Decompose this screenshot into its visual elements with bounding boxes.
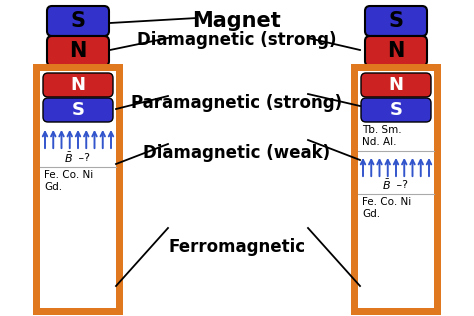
Text: N: N [71, 76, 85, 94]
Text: N: N [69, 41, 87, 61]
Text: S: S [71, 11, 85, 31]
FancyBboxPatch shape [361, 73, 431, 97]
Text: S: S [390, 101, 402, 119]
Text: Magnet: Magnet [192, 11, 282, 31]
Text: $\bar{B}$: $\bar{B}$ [382, 178, 391, 192]
Text: N: N [387, 41, 405, 61]
FancyBboxPatch shape [361, 98, 431, 122]
Text: N: N [389, 76, 403, 94]
Bar [351, 64, 441, 315]
Text: –?: –? [75, 153, 90, 163]
Bar [40, 71, 116, 308]
Text: Fe. Co. Ni
Gd.: Fe. Co. Ni Gd. [44, 170, 93, 191]
FancyBboxPatch shape [365, 36, 427, 66]
FancyBboxPatch shape [47, 36, 109, 66]
Text: $\bar{B}$: $\bar{B}$ [64, 151, 73, 165]
Text: Paramagnetic (strong): Paramagnetic (strong) [131, 94, 343, 112]
FancyBboxPatch shape [47, 6, 109, 36]
Text: –?: –? [393, 180, 408, 190]
Text: Diamagnetic (strong): Diamagnetic (strong) [137, 31, 337, 49]
FancyBboxPatch shape [43, 73, 113, 97]
Text: Diamagnetic (weak): Diamagnetic (weak) [144, 144, 330, 162]
Text: Tb. Sm.
Nd. Al.: Tb. Sm. Nd. Al. [362, 125, 401, 147]
FancyBboxPatch shape [43, 98, 113, 122]
Text: Ferromagnetic: Ferromagnetic [168, 238, 306, 256]
Text: Fe. Co. Ni
Gd.: Fe. Co. Ni Gd. [362, 197, 411, 219]
FancyBboxPatch shape [365, 6, 427, 36]
Text: S: S [389, 11, 403, 31]
Bar [358, 71, 434, 308]
Bar [33, 64, 123, 315]
Text: S: S [72, 101, 84, 119]
